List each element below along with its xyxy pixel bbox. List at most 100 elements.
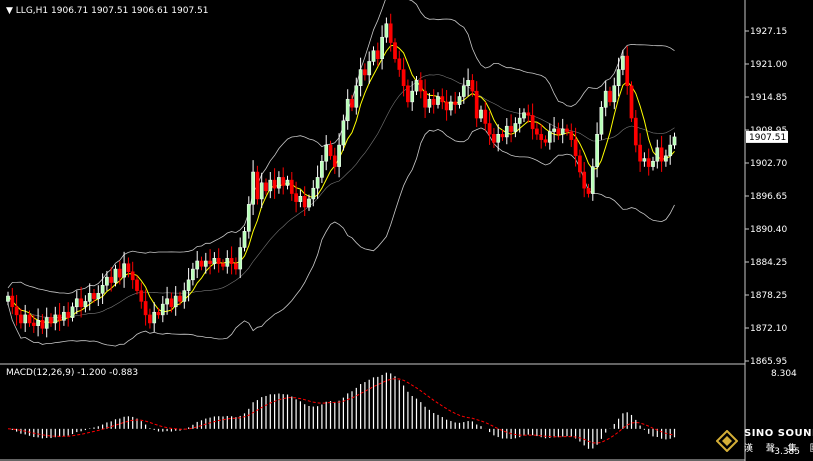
candle[interactable] — [23, 304, 28, 332]
candle[interactable] — [285, 175, 290, 190]
candle[interactable] — [492, 128, 496, 148]
candle[interactable] — [655, 139, 660, 169]
candle[interactable] — [552, 117, 556, 143]
candle[interactable] — [272, 168, 277, 199]
candle[interactable] — [651, 156, 655, 171]
candle[interactable] — [500, 129, 505, 141]
candle[interactable] — [165, 286, 169, 315]
candle[interactable] — [148, 308, 152, 329]
candle[interactable] — [621, 49, 625, 76]
candle[interactable] — [466, 68, 470, 97]
candle[interactable] — [160, 296, 165, 323]
candle[interactable] — [337, 133, 341, 178]
candle[interactable] — [74, 290, 79, 315]
candle[interactable] — [255, 165, 260, 205]
candle[interactable] — [199, 256, 204, 271]
candle[interactable] — [526, 104, 531, 123]
candle[interactable] — [586, 183, 591, 198]
candle[interactable] — [229, 246, 234, 275]
candle[interactable] — [595, 122, 599, 178]
candle[interactable] — [277, 171, 281, 194]
candle[interactable] — [320, 155, 324, 183]
candle[interactable] — [238, 237, 243, 279]
candle[interactable] — [461, 77, 466, 104]
candle[interactable] — [143, 289, 148, 326]
candle[interactable] — [457, 92, 462, 109]
dropdown-triangle-icon[interactable]: ▼ — [6, 6, 13, 16]
candle[interactable] — [298, 190, 303, 208]
candle[interactable] — [62, 306, 66, 326]
candle[interactable] — [311, 180, 316, 207]
candle[interactable] — [590, 158, 595, 201]
candle[interactable] — [122, 251, 126, 288]
candle[interactable] — [182, 282, 187, 309]
candle[interactable] — [14, 294, 19, 326]
candle[interactable] — [436, 92, 440, 109]
candle[interactable] — [152, 302, 157, 332]
candle[interactable] — [397, 50, 402, 77]
candle[interactable] — [53, 306, 58, 331]
candle[interactable] — [582, 162, 587, 198]
candle[interactable] — [36, 308, 40, 337]
candle[interactable] — [418, 72, 423, 99]
candle[interactable] — [234, 257, 238, 275]
candle[interactable] — [414, 76, 419, 96]
candle[interactable] — [216, 248, 221, 273]
candle[interactable] — [547, 123, 552, 150]
candle[interactable] — [100, 273, 105, 305]
candle[interactable] — [603, 81, 608, 117]
candle[interactable] — [599, 101, 604, 140]
candle[interactable] — [608, 86, 612, 106]
candle[interactable] — [375, 42, 380, 67]
candle[interactable] — [371, 46, 376, 66]
candle[interactable] — [612, 77, 617, 110]
candle[interactable] — [565, 124, 569, 136]
candle[interactable] — [31, 314, 36, 333]
candle[interactable] — [479, 105, 483, 122]
candle[interactable] — [203, 252, 208, 274]
candle[interactable] — [96, 285, 101, 306]
candle[interactable] — [380, 25, 384, 70]
candle[interactable] — [173, 286, 178, 316]
candle[interactable] — [384, 17, 389, 43]
candle[interactable] — [246, 196, 251, 239]
candle[interactable] — [307, 194, 311, 211]
candle[interactable] — [578, 149, 582, 178]
candle[interactable] — [92, 289, 96, 303]
candle[interactable] — [19, 308, 23, 329]
candle[interactable] — [569, 123, 574, 147]
candle[interactable] — [672, 132, 677, 149]
candle[interactable] — [543, 135, 548, 147]
candle[interactable] — [259, 172, 264, 208]
candle[interactable] — [6, 291, 10, 306]
candle[interactable] — [79, 286, 83, 318]
candle[interactable] — [517, 108, 522, 133]
candle[interactable] — [156, 307, 161, 319]
candle[interactable] — [27, 310, 32, 327]
candle[interactable] — [10, 287, 15, 315]
candle[interactable] — [496, 124, 501, 152]
candle[interactable] — [186, 267, 191, 302]
candle[interactable] — [289, 172, 294, 201]
candle[interactable] — [423, 79, 427, 118]
candle[interactable] — [427, 93, 432, 113]
candle[interactable] — [44, 307, 49, 338]
candle[interactable] — [642, 152, 647, 167]
macd-panel[interactable] — [7, 372, 676, 449]
candle[interactable] — [341, 114, 346, 151]
candle[interactable] — [668, 135, 673, 165]
candle[interactable] — [332, 147, 337, 174]
candle[interactable] — [281, 167, 286, 195]
candle[interactable] — [410, 81, 415, 111]
candle[interactable] — [470, 74, 475, 97]
candle[interactable] — [345, 89, 350, 130]
candle[interactable] — [504, 118, 509, 145]
candle[interactable] — [221, 259, 225, 271]
candle[interactable] — [139, 282, 144, 309]
candle[interactable] — [363, 63, 367, 81]
candle[interactable] — [367, 51, 372, 84]
candle[interactable] — [633, 109, 638, 153]
candle[interactable] — [629, 81, 634, 122]
candle[interactable] — [208, 249, 212, 275]
candle[interactable] — [169, 292, 174, 313]
